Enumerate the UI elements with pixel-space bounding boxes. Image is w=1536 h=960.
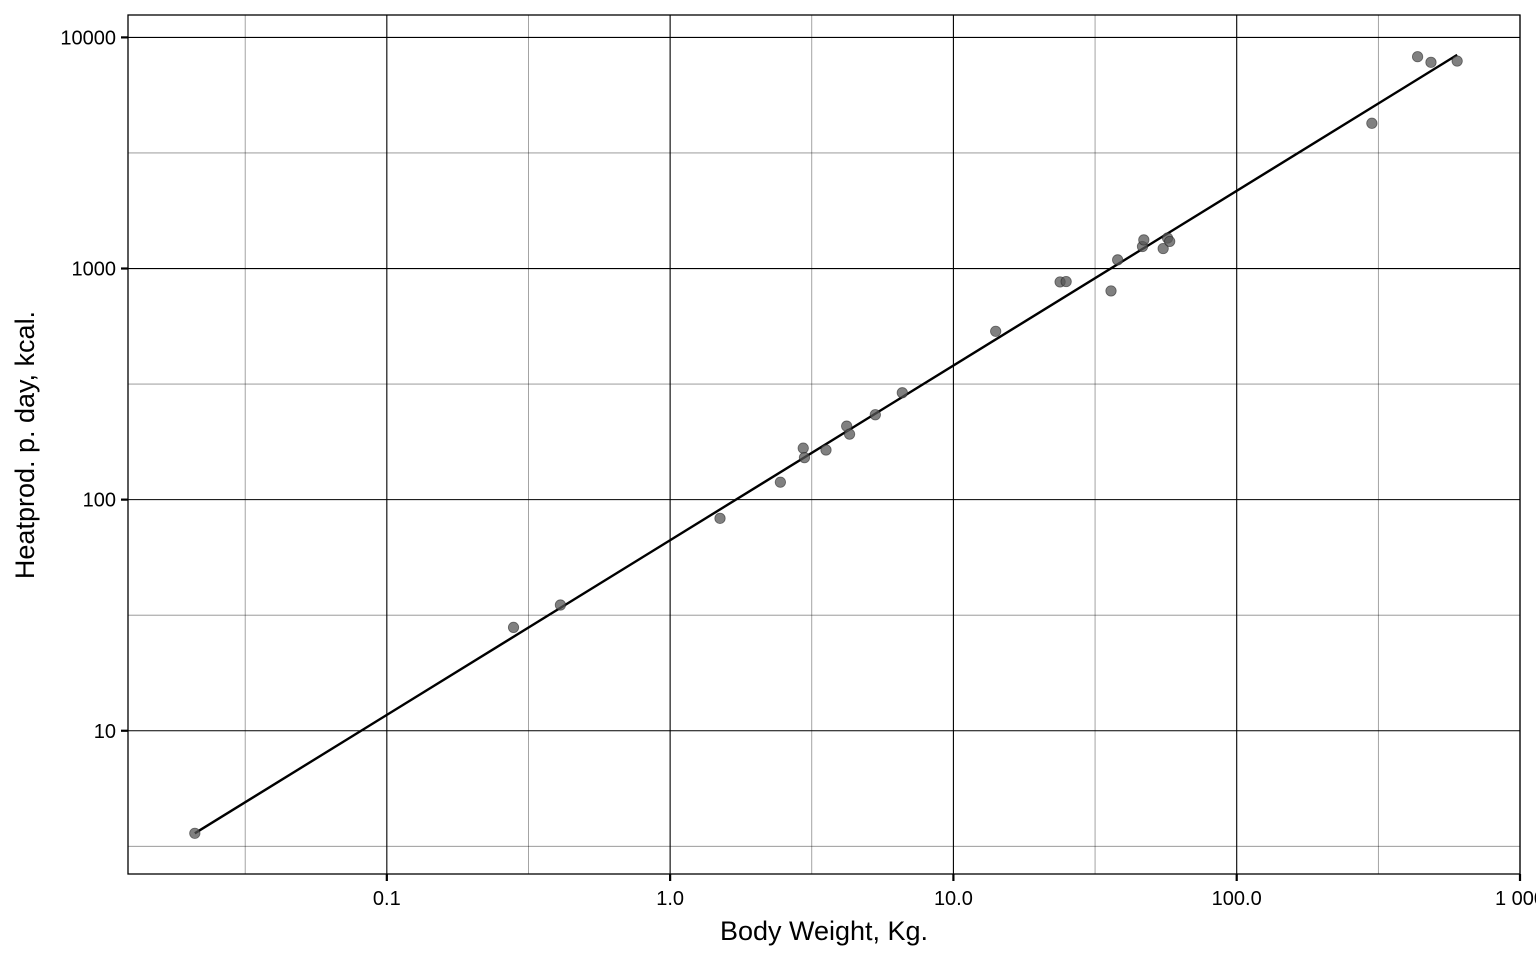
x-tick-label: 10.0 xyxy=(934,888,973,910)
data-point xyxy=(714,512,726,524)
data-point xyxy=(774,476,786,488)
regression-line-group xyxy=(194,53,1458,835)
data-point xyxy=(798,452,811,464)
data-point xyxy=(554,599,567,611)
y-tick-label: 100 xyxy=(83,490,116,512)
data-point xyxy=(1112,254,1124,266)
data-point xyxy=(896,387,908,399)
data-points xyxy=(189,51,1463,839)
plot-panel-border xyxy=(127,14,1521,875)
data-point xyxy=(1157,242,1169,255)
data-point xyxy=(1138,234,1150,246)
regression-line xyxy=(194,53,1458,835)
data-point xyxy=(1105,285,1117,297)
x-tick-label: 1 000 xyxy=(1495,888,1536,910)
data-point xyxy=(1425,56,1437,68)
data-point xyxy=(1060,275,1072,288)
data-point xyxy=(507,621,520,634)
x-tick-label: 100.0 xyxy=(1212,888,1262,910)
y-axis-ticks: 10 100 1000 10000 xyxy=(60,27,128,743)
y-tick-label: 1000 xyxy=(72,259,117,281)
data-point xyxy=(189,827,201,839)
x-tick-label: 0.1 xyxy=(373,888,401,910)
y-tick-label: 10000 xyxy=(60,27,116,49)
y-axis-title: Heatprod. p. day, kcal. xyxy=(10,311,40,579)
y-tick-label: 10 xyxy=(94,721,116,743)
data-point xyxy=(797,442,809,454)
x-axis-title: Body Weight, Kg. xyxy=(720,916,928,946)
data-point xyxy=(1411,51,1424,63)
data-point xyxy=(869,409,881,421)
data-point xyxy=(1164,235,1176,248)
x-axis-ticks: 0.1 1.0 10.0 100.0 1 000 xyxy=(373,874,1536,910)
data-point xyxy=(843,428,856,440)
data-point xyxy=(1451,55,1463,67)
data-point xyxy=(1366,117,1378,129)
x-tick-label: 1.0 xyxy=(656,888,684,910)
data-point xyxy=(820,444,832,456)
data-point xyxy=(990,325,1002,337)
